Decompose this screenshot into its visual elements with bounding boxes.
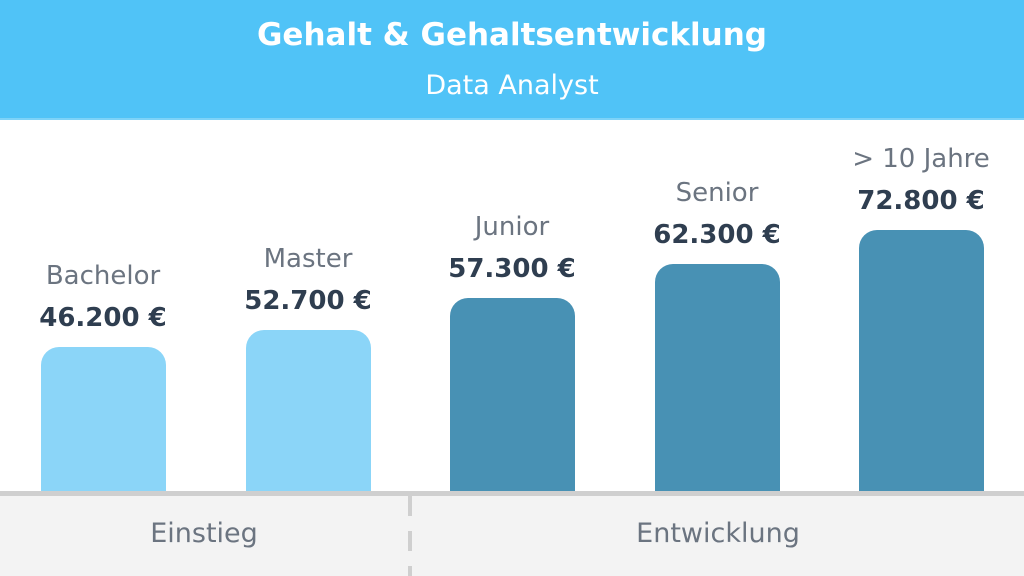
bar-10-jahre [859,230,984,492]
plot-area: 46.200 € Bachelor 52.700 € Master 57.300 € Ju… [0,120,1024,492]
bar-bachelor [41,347,166,492]
category-label: > 10 Jahre [852,144,990,174]
group-label-einstieg: Einstieg [150,518,258,549]
category-label: Master [263,244,353,274]
bar-junior [450,298,575,492]
chart-title: Gehalt & Gehaltsentwicklung [256,17,767,53]
category-label: Bachelor [45,261,161,291]
category-label: Junior [474,212,550,242]
value-label: 72.800 € [857,186,985,216]
chart-subtitle: Data Analyst [425,70,599,101]
value-label: 57.300 € [448,254,576,284]
header-edge [0,118,1024,120]
x-axis-line [0,491,1024,496]
bar-senior [655,264,780,492]
group-divider [408,496,412,576]
value-label: 62.300 € [653,220,781,250]
group-label-entwicklung: Entwicklung [636,518,800,549]
bar-master [246,330,371,492]
value-label: 46.200 € [39,303,167,333]
group-footer: Einstieg Entwicklung [0,496,1024,576]
category-label: Senior [675,178,759,208]
value-label: 52.700 € [244,286,372,316]
chart-header: Gehalt & Gehaltsentwicklung Data Analyst [0,0,1024,120]
